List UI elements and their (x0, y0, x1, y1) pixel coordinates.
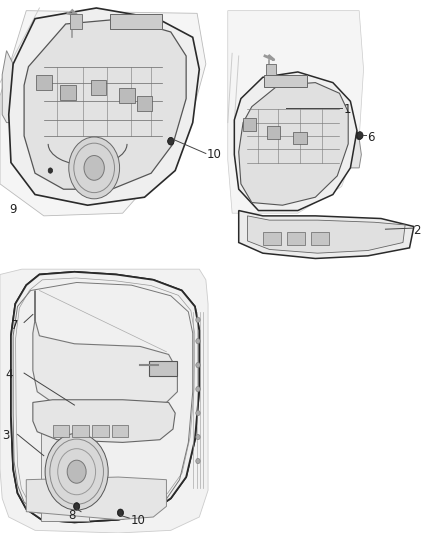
Polygon shape (24, 19, 186, 189)
Text: 9: 9 (9, 203, 16, 216)
Bar (112, 425, 128, 437)
Circle shape (168, 138, 174, 145)
Circle shape (357, 132, 363, 139)
Bar (266, 64, 276, 76)
Bar (293, 132, 307, 144)
Text: 3: 3 (2, 430, 10, 442)
Bar (263, 232, 281, 245)
Polygon shape (239, 211, 414, 259)
Text: 10: 10 (131, 514, 145, 527)
Circle shape (74, 503, 80, 510)
Circle shape (67, 460, 86, 483)
Bar (287, 232, 305, 245)
Bar (137, 96, 152, 111)
Circle shape (69, 137, 120, 199)
Text: 8: 8 (68, 509, 75, 522)
Bar (72, 425, 89, 437)
Text: 2: 2 (413, 224, 421, 237)
Bar (311, 232, 329, 245)
Circle shape (48, 168, 53, 173)
Polygon shape (234, 72, 357, 211)
Bar (53, 425, 69, 437)
Polygon shape (2, 51, 13, 123)
Circle shape (45, 433, 108, 510)
Circle shape (196, 410, 200, 416)
Circle shape (117, 509, 124, 516)
Circle shape (196, 458, 200, 464)
Polygon shape (247, 216, 405, 253)
Polygon shape (41, 428, 89, 521)
Bar (92, 425, 109, 437)
Circle shape (196, 386, 200, 392)
Bar (110, 14, 162, 29)
Bar (243, 118, 256, 131)
Circle shape (196, 338, 200, 344)
Bar (267, 126, 280, 139)
Polygon shape (26, 477, 166, 520)
Bar (91, 80, 106, 95)
Circle shape (196, 362, 200, 368)
Circle shape (196, 434, 200, 440)
Polygon shape (0, 11, 206, 216)
Polygon shape (0, 269, 208, 533)
Text: 7: 7 (11, 319, 18, 332)
Circle shape (118, 510, 123, 516)
Text: 4: 4 (5, 368, 13, 381)
Circle shape (74, 503, 79, 510)
Circle shape (84, 156, 104, 180)
Circle shape (356, 132, 362, 140)
Polygon shape (9, 8, 199, 205)
Bar (60, 85, 76, 100)
Bar (70, 14, 82, 29)
Circle shape (168, 138, 174, 145)
Polygon shape (33, 290, 177, 405)
Text: 10: 10 (207, 148, 222, 161)
Polygon shape (350, 131, 361, 168)
Text: 1: 1 (344, 103, 351, 116)
Polygon shape (11, 272, 199, 522)
Polygon shape (33, 400, 175, 442)
Bar (36, 75, 52, 90)
Bar (264, 75, 307, 87)
Circle shape (196, 317, 200, 322)
Text: 6: 6 (367, 131, 374, 144)
Bar (149, 361, 177, 376)
Polygon shape (239, 83, 348, 205)
Bar (119, 88, 135, 103)
Polygon shape (228, 11, 364, 213)
